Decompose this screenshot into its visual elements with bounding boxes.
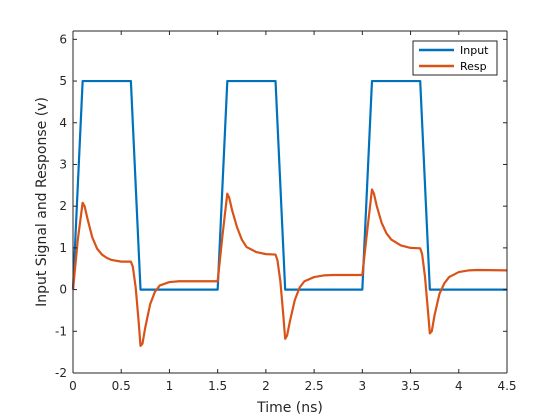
x-axis-title: Time (ns) [256,400,323,416]
y-tick-label: 6 [59,32,67,46]
x-tick-label: 4.5 [497,379,516,393]
x-tick-label: 0 [69,379,77,393]
series-line-input [71,79,507,291]
x-tick-label: 1.5 [208,379,227,393]
axes-layer [72,30,508,374]
y-tick-label: -2 [55,366,67,380]
y-tick-label: 1 [59,241,67,255]
legend-box [412,40,498,76]
y-tick-label: 0 [59,283,67,297]
x-tick-label: 3 [359,379,367,393]
y-tick-label: 4 [59,116,67,130]
x-tick-label: 0.5 [112,379,131,393]
series-layer [71,79,508,347]
y-axis-title: Input Signal and Response (v) [34,97,50,307]
x-tick-label: 4 [455,379,463,393]
y-tick-label: -1 [55,324,67,338]
x-tick-label: 3.5 [401,379,420,393]
x-tick-label: 1 [166,379,174,393]
y-tick-label: 3 [59,157,67,171]
ticks-layer: 0 0.5 1 1.5 2 2.5 3 3.5 4 4.5 -2 -1 0 1 2 3 4 5 6 [55,31,517,393]
y-tick-label: 2 [59,199,67,213]
x-tick-label: 2.5 [305,379,324,393]
legend-label-input: Input [460,44,489,57]
series-line-resp [71,188,508,347]
y-tick-label: 5 [59,74,67,88]
legend: Input Resp [412,40,498,76]
legend-label-resp: Resp [460,60,487,73]
x-tick-label: 2 [262,379,270,393]
